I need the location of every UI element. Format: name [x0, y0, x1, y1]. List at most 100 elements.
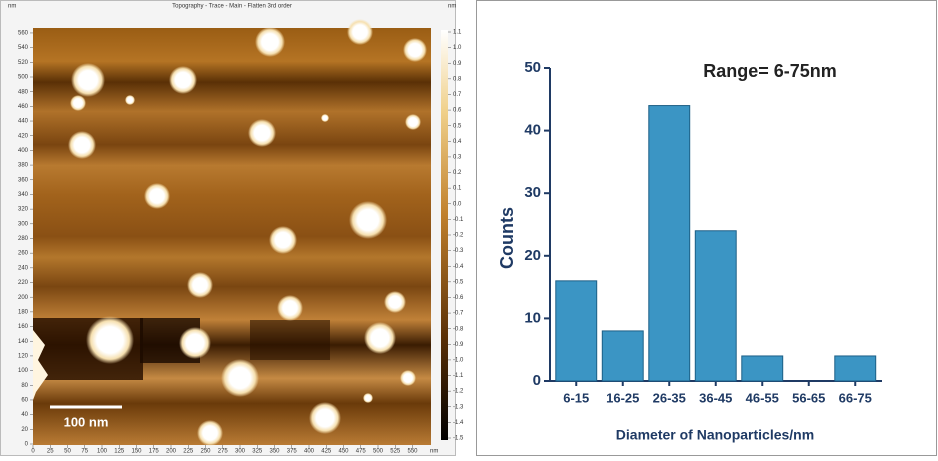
- annotation: Range= 6-75nm: [703, 61, 837, 81]
- colorbar-tick-label: -0.1: [453, 217, 464, 223]
- y-tick-label: 440: [18, 119, 29, 125]
- colorbar-tick-label: -1.2: [453, 389, 464, 395]
- bar: [694, 230, 737, 382]
- y-tick-label: 60: [21, 398, 28, 404]
- colorbar-tick-label: -0.6: [453, 295, 464, 301]
- bar: [741, 355, 784, 382]
- colorbar-tick-label: 0.1: [453, 186, 462, 192]
- y-tick-label: 200: [18, 295, 29, 301]
- y-tick-label: 520: [18, 60, 29, 66]
- bar: [601, 330, 644, 382]
- particle: [144, 183, 170, 209]
- y-tick-label: 340: [18, 192, 29, 198]
- colorbar-tick-label: -0.3: [453, 248, 464, 254]
- x-tick-label: 250: [200, 449, 211, 455]
- dark-region: [250, 320, 330, 360]
- y-unit: nm: [8, 4, 16, 10]
- x-tick-label: 200: [166, 449, 177, 455]
- y-tick-label: 260: [18, 251, 29, 257]
- colorbar-tick-label: -1.1: [453, 373, 464, 379]
- x-tick-label: 26-35: [653, 390, 686, 405]
- colorbar-tick-label: -1.0: [453, 358, 464, 364]
- y-tick-label: 160: [18, 324, 29, 330]
- y-tick-label: 500: [18, 75, 29, 81]
- particle: [255, 27, 285, 57]
- particle: [125, 95, 135, 105]
- colorbar-tick-label: 0.2: [453, 170, 462, 176]
- particle: [309, 402, 341, 434]
- x-tick-label: 125: [114, 449, 125, 455]
- particle: [71, 63, 105, 97]
- particle: [86, 316, 134, 364]
- x-tick-label: 150: [131, 449, 142, 455]
- y-tick-label: 180: [18, 309, 29, 315]
- bar: [555, 280, 598, 382]
- edge-artifact: [33, 330, 48, 400]
- particle: [221, 359, 259, 397]
- afm-figure: 100 nm Topography - Trace - Main - Flatt…: [8, 4, 464, 455]
- particle: [179, 327, 211, 359]
- bar: [834, 355, 877, 382]
- particle: [363, 393, 373, 403]
- y-tick-label: 30: [524, 184, 541, 201]
- y-tick-label: 20: [21, 427, 28, 433]
- particle: [70, 95, 86, 111]
- colorbar-tick-label: -0.2: [453, 233, 464, 239]
- colorbar-tick-label: -0.9: [453, 342, 464, 348]
- y-tick-label: 320: [18, 207, 29, 213]
- y-tick-label: 20: [524, 247, 541, 264]
- colorbar-tick-label: 1.1: [453, 30, 462, 36]
- x-tick-label: 325: [252, 449, 263, 455]
- bar: [648, 105, 691, 382]
- y-tick-label: 0: [25, 442, 29, 448]
- x-tick-label: 75: [81, 449, 88, 455]
- y-tick-label: 380: [18, 163, 29, 169]
- x-tick-label: 350: [269, 449, 280, 455]
- x-tick-label: 16-25: [606, 390, 639, 405]
- x-tick-label: 0: [31, 449, 35, 455]
- x-tick-label: 525: [390, 449, 401, 455]
- particle: [321, 114, 329, 122]
- colorbar-unit: nm: [448, 4, 456, 10]
- y-tick-label: 220: [18, 280, 29, 286]
- colorbar-tick-label: 0.8: [453, 76, 462, 82]
- y-tick-label: 420: [18, 133, 29, 139]
- x-tick-label: 375: [287, 449, 298, 455]
- y-tick-label: 300: [18, 221, 29, 227]
- x-tick-label: 225: [183, 449, 194, 455]
- particle: [248, 119, 276, 147]
- particle: [68, 131, 96, 159]
- y-tick-label: 40: [524, 122, 541, 139]
- y-tick-label: 40: [21, 412, 28, 418]
- x-tick-label: 175: [149, 449, 160, 455]
- y-tick-label: 50: [524, 59, 541, 76]
- particle: [384, 291, 406, 313]
- y-tick-label: 360: [18, 177, 29, 183]
- y-tick-label: 0: [533, 372, 541, 389]
- x-axis-label: Diameter of Nanoparticles/nm: [616, 427, 814, 443]
- colorbar: [441, 30, 448, 440]
- y-tick-label: 540: [18, 45, 29, 51]
- x-unit: nm: [430, 449, 438, 455]
- particle: [349, 201, 387, 239]
- y-tick-label: 80: [21, 383, 28, 389]
- y-tick-label: 460: [18, 104, 29, 110]
- colorbar-tick-label: -1.4: [453, 420, 464, 426]
- particle: [403, 38, 427, 62]
- colorbar-tick-label: 1.0: [453, 45, 462, 51]
- colorbar-tick-label: 0.7: [453, 92, 462, 98]
- colorbar-tick-label: -0.7: [453, 311, 464, 317]
- bar-chart: Range= 6-75nm Diameter of Nanoparticles/…: [497, 59, 882, 443]
- colorbar-tick-label: 0.3: [453, 155, 462, 161]
- colorbar-tick-label: 0.0: [453, 201, 462, 207]
- x-tick-label: 25: [47, 449, 54, 455]
- particle: [277, 295, 303, 321]
- colorbar-tick-label: -1.3: [453, 404, 464, 410]
- y-tick-label: 10: [524, 309, 541, 326]
- x-tick-label: 300: [235, 449, 246, 455]
- y-tick-label: 560: [18, 31, 29, 37]
- x-tick-label: 56-65: [792, 390, 825, 405]
- x-tick-label: 550: [407, 449, 418, 455]
- scale-bar-label: 100 nm: [64, 414, 109, 429]
